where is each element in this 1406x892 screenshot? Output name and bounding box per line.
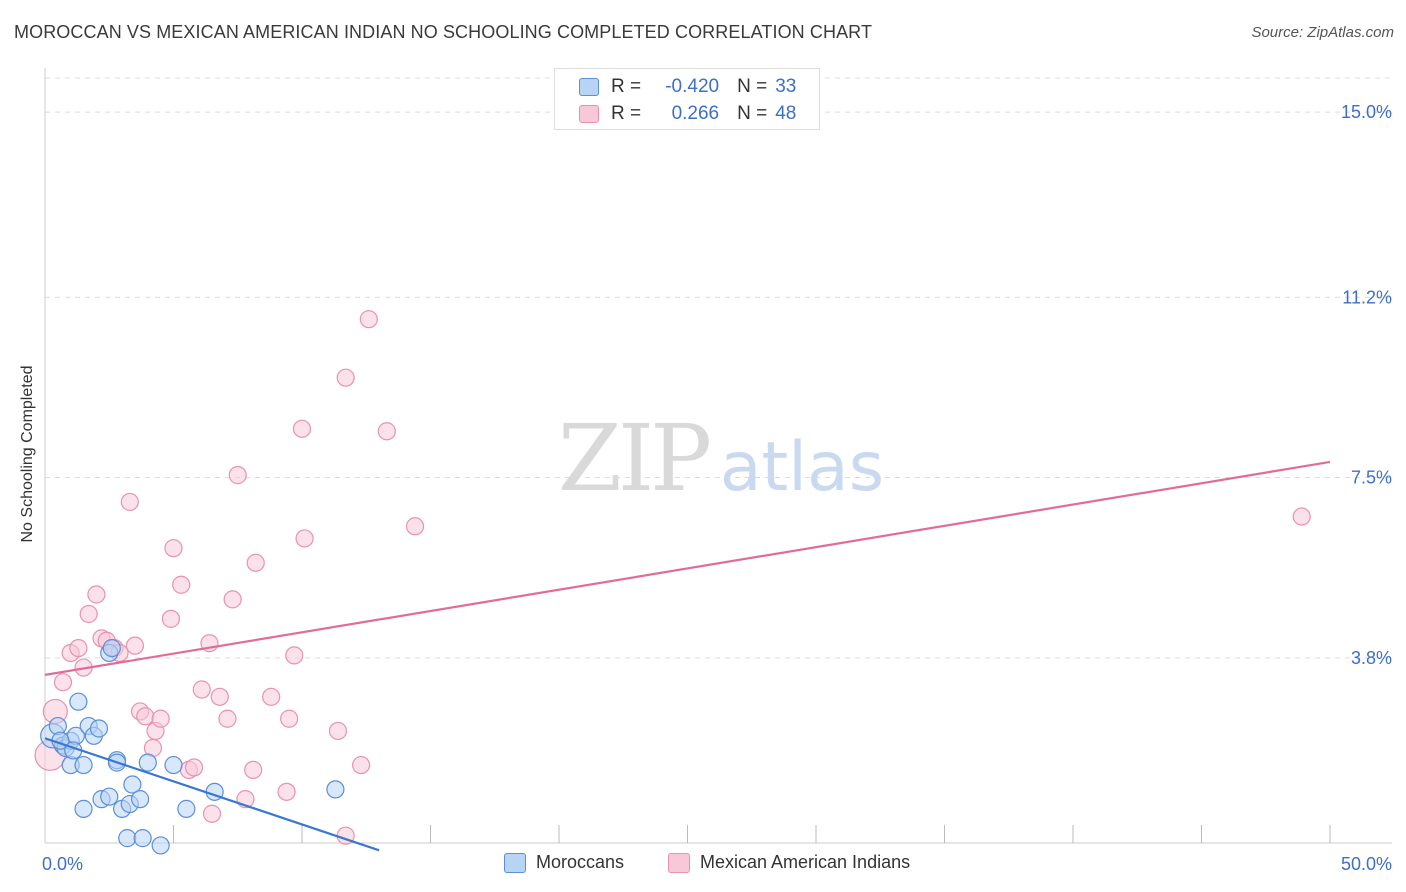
moroccan-point	[74, 755, 93, 775]
mexican-point	[352, 755, 371, 775]
legend-row-mexican: R = 0.266 N = 48	[579, 102, 796, 126]
trend-lines	[44, 460, 1331, 852]
tick-labels: 3.8% 7.5% 11.2% 15.0% 0.0% 50.0%	[42, 102, 1392, 874]
watermark: ZIP atlas	[558, 405, 884, 512]
legend-r-value: 0.266	[671, 103, 720, 124]
series-legend: Moroccans Mexican American Indians	[0, 852, 1406, 878]
moroccans-swatch	[504, 852, 526, 873]
mexican-swatch	[668, 852, 690, 873]
moroccan-point	[89, 719, 109, 738]
mexican-point	[246, 553, 265, 572]
watermark-zip: ZIP	[558, 405, 709, 512]
mexican-point	[172, 575, 191, 594]
legend-row-moroccans: R = -0.420 N = 33	[579, 75, 796, 99]
mexican-point	[1292, 507, 1311, 526]
y-axis-label: No Schooling Completed	[19, 365, 36, 543]
legend-r-label: R =	[611, 76, 642, 97]
mexican-point	[192, 680, 211, 699]
legend-r-label: R =	[611, 103, 642, 124]
y-tick-label: 11.2%	[1342, 287, 1392, 307]
mexican-point	[244, 760, 263, 780]
legend-n-value: 48	[775, 103, 797, 124]
mexican-point	[202, 804, 222, 823]
x-tick-label: 0.0%	[42, 854, 83, 874]
mexican-point	[87, 585, 106, 604]
moroccan-point	[102, 638, 121, 658]
chart-title: MOROCCAN VS MEXICAN AMERICAN INDIAN NO S…	[14, 22, 873, 42]
mexican-point	[336, 368, 355, 387]
mexican-point	[285, 646, 304, 665]
mexican-point	[161, 609, 181, 628]
mexican-point	[218, 709, 237, 728]
mexican-point	[277, 782, 296, 801]
mexican-point	[223, 590, 242, 609]
mexican-point	[262, 687, 281, 706]
y-tick-label: 15.0%	[1341, 102, 1392, 122]
correlation-legend: R = -0.420 N = 33 R = 0.266 N = 48	[554, 68, 820, 130]
mexican-swatch	[579, 105, 599, 123]
mexican-point	[359, 310, 378, 329]
legend-n-value: 33	[775, 76, 797, 97]
mexican-point	[377, 422, 396, 441]
moroccan-point	[326, 780, 345, 799]
mexican-point	[79, 604, 98, 624]
legend-label: Mexican American Indians	[700, 852, 911, 872]
mexican-point	[405, 517, 425, 536]
legend-n-label: N =	[737, 103, 768, 124]
x-tick-label: 50.0%	[1341, 854, 1392, 874]
moroccan-point	[74, 799, 93, 818]
moroccan-point	[138, 753, 157, 772]
moroccan-point	[133, 829, 152, 848]
moroccan-point	[118, 829, 137, 848]
y-tick-label: 7.5%	[1351, 468, 1392, 488]
moroccan-point	[164, 755, 183, 775]
y-tick-label: 3.8%	[1351, 648, 1392, 668]
moroccan-point	[69, 692, 88, 711]
moroccan-point	[177, 799, 196, 818]
mexican-point	[295, 529, 314, 548]
mexican-point	[164, 539, 183, 558]
mexican-point	[136, 707, 155, 726]
mexican-point	[53, 673, 73, 692]
moroccan-point	[100, 787, 119, 806]
mexican-point	[228, 466, 247, 485]
moroccans-swatch	[579, 78, 599, 96]
mexican-point	[69, 638, 88, 658]
mexican-point	[210, 687, 229, 706]
mexican-point	[151, 709, 170, 728]
gridlines	[45, 77, 1392, 659]
mexican-point	[184, 758, 204, 777]
moroccan-point	[151, 836, 170, 855]
moroccan-trend-line	[44, 737, 380, 852]
legend-item-mexican[interactable]: Mexican American Indians	[668, 852, 910, 873]
legend-r-value: -0.420	[665, 76, 720, 97]
series-mexican-american-indians	[34, 310, 1311, 845]
mexican-point	[328, 721, 348, 741]
moroccan-point	[130, 790, 150, 809]
mexican-point	[125, 636, 145, 655]
legend-label: Moroccans	[536, 852, 625, 872]
mexican-trend-line	[44, 460, 1331, 676]
watermark-atlas: atlas	[720, 428, 884, 507]
mexican-point	[280, 709, 299, 728]
mexican-point	[292, 419, 312, 438]
moroccan-point	[123, 775, 142, 794]
mexican-point	[120, 492, 139, 512]
legend-item-moroccans[interactable]: Moroccans	[504, 852, 624, 873]
source-label: Source: ZipAtlas.com	[1251, 24, 1394, 41]
legend-n-label: N =	[737, 76, 768, 97]
axes	[44, 68, 1392, 844]
